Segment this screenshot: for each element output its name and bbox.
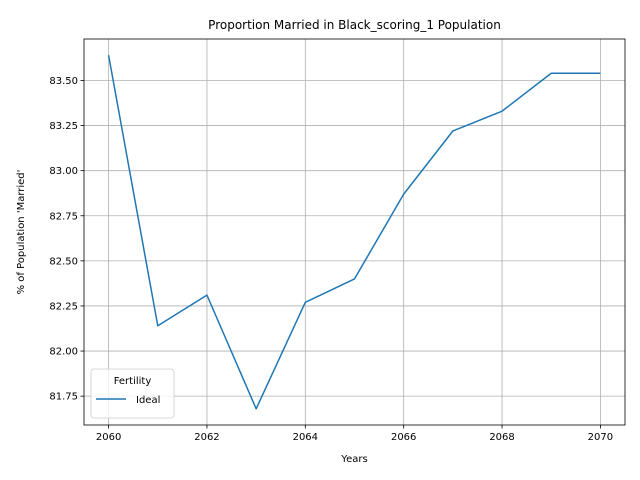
legend-box bbox=[90, 368, 175, 419]
y-axis-label: % of Population 'Married' bbox=[16, 170, 27, 295]
plot-frame bbox=[83, 38, 626, 426]
y-tick-label: 82.50 bbox=[49, 256, 78, 267]
legend-entry-label: Ideal bbox=[136, 395, 160, 406]
x-tick-label: 2060 bbox=[96, 432, 121, 443]
x-tick-label: 2064 bbox=[293, 432, 318, 443]
y-tick-label: 81.75 bbox=[49, 392, 78, 403]
x-axis-ticks: 2060 2062 2064 2066 2068 2070 bbox=[96, 425, 613, 443]
y-axis-ticks: 81.75 82.00 82.25 82.50 82.75 83.00 83.25 83.50 bbox=[49, 76, 84, 403]
x-tick-label: 2066 bbox=[391, 432, 416, 443]
y-tick-label: 83.50 bbox=[49, 76, 78, 87]
chart-title: Proportion Married in Black_scoring_1 Po… bbox=[208, 18, 501, 32]
legend: Fertility Ideal bbox=[90, 368, 175, 419]
y-tick-label: 82.00 bbox=[49, 347, 78, 358]
y-tick-label: 83.00 bbox=[49, 166, 78, 177]
grid-lines bbox=[84, 39, 625, 425]
legend-title: Fertility bbox=[114, 376, 152, 387]
y-tick-label: 82.75 bbox=[49, 211, 78, 222]
y-tick-label: 82.25 bbox=[49, 301, 78, 312]
series-layer bbox=[107, 55, 601, 410]
x-tick-label: 2070 bbox=[588, 432, 613, 443]
x-tick-label: 2068 bbox=[489, 432, 514, 443]
y-tick-label: 83.25 bbox=[49, 121, 78, 132]
x-tick-label: 2062 bbox=[194, 432, 219, 443]
x-axis-label: Years bbox=[340, 454, 367, 465]
